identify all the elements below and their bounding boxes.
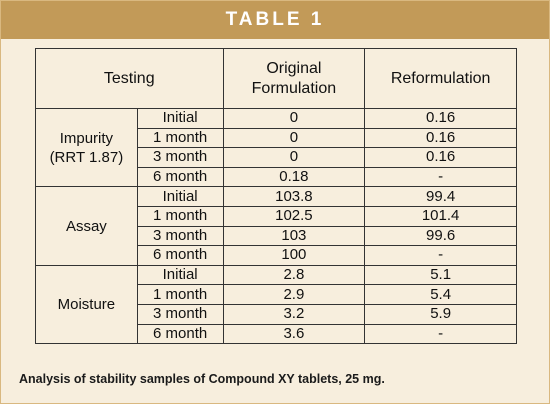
reformulation-cell: 101.4 (364, 205, 517, 227)
stability-table: Testing Original Formulation Reformulati… (35, 48, 517, 345)
original-cell: 103 (222, 225, 366, 247)
reformulation-cell: 99.4 (364, 186, 517, 207)
time-cell: Initial (136, 108, 224, 129)
table-row: Moisture Initial 2.8 5.1 (35, 264, 517, 345)
table-row: 3 month 103 99.6 (36, 225, 517, 247)
original-cell: 0 (222, 147, 366, 168)
header-reformulation: Reformulation (364, 48, 517, 109)
time-cell: 6 month (136, 245, 224, 266)
time-cell: 6 month (136, 166, 224, 188)
original-cell: 102.5 (222, 205, 366, 227)
table-row: Assay Initial 103.8 99.4 (35, 186, 517, 266)
time-cell: 3 month (136, 147, 224, 168)
original-cell: 100 (222, 245, 366, 266)
table-row: 1 month 0 0.16 (36, 127, 517, 149)
original-cell: 2.8 (222, 264, 366, 286)
time-cell: Initial (136, 264, 224, 286)
reformulation-cell: - (364, 323, 517, 345)
original-cell: 0.18 (222, 166, 366, 188)
time-cell: Initial (136, 186, 224, 207)
reformulation-cell: 5.4 (364, 284, 517, 305)
reformulation-cell: - (364, 245, 517, 266)
group-label-line2: (RRT 1.87) (49, 148, 124, 166)
header-original-line1: Original (266, 59, 322, 77)
original-cell: 3.6 (222, 323, 366, 345)
original-cell: 0 (222, 127, 366, 149)
reformulation-cell: 5.9 (364, 303, 517, 325)
time-cell: 1 month (136, 284, 224, 305)
reformulation-cell: - (364, 166, 517, 188)
original-cell: 103.8 (222, 186, 366, 207)
reformulation-cell: 5.1 (364, 264, 517, 286)
original-cell: 2.9 (222, 284, 366, 305)
table-row: 6 month 0.18 - (36, 166, 517, 188)
header-original-line2: Formulation (251, 79, 337, 97)
original-cell: 0 (222, 108, 366, 129)
group-label-moisture: Moisture (35, 264, 138, 345)
group-label-impurity: Impurity (RRT 1.87) (35, 107, 138, 188)
table-title: TABLE 1 (1, 1, 549, 39)
time-cell: 1 month (136, 127, 224, 149)
header-testing: Testing (35, 48, 224, 109)
table-row: 6 month 3.6 - (36, 323, 517, 345)
time-cell: 3 month (136, 225, 224, 247)
table-row: 6 month 100 - (36, 245, 517, 266)
header-row: Testing Original Formulation Reformulati… (35, 48, 517, 109)
reformulation-cell: 0.16 (364, 147, 517, 168)
reformulation-cell: 0.16 (364, 127, 517, 149)
group-label-assay: Assay (35, 186, 138, 266)
group-label-line1: Impurity (59, 129, 114, 147)
time-cell: 6 month (136, 323, 224, 345)
original-cell: 3.2 (222, 303, 366, 325)
time-cell: 3 month (136, 303, 224, 325)
table-row: Impurity (RRT 1.87) Initial 0 0.16 (35, 107, 517, 188)
reformulation-cell: 99.6 (364, 225, 517, 247)
header-original-formulation: Original Formulation (222, 48, 366, 109)
table-caption: Analysis of stability samples of Compoun… (19, 372, 385, 386)
reformulation-cell: 0.16 (364, 108, 517, 129)
time-cell: 1 month (136, 205, 224, 227)
